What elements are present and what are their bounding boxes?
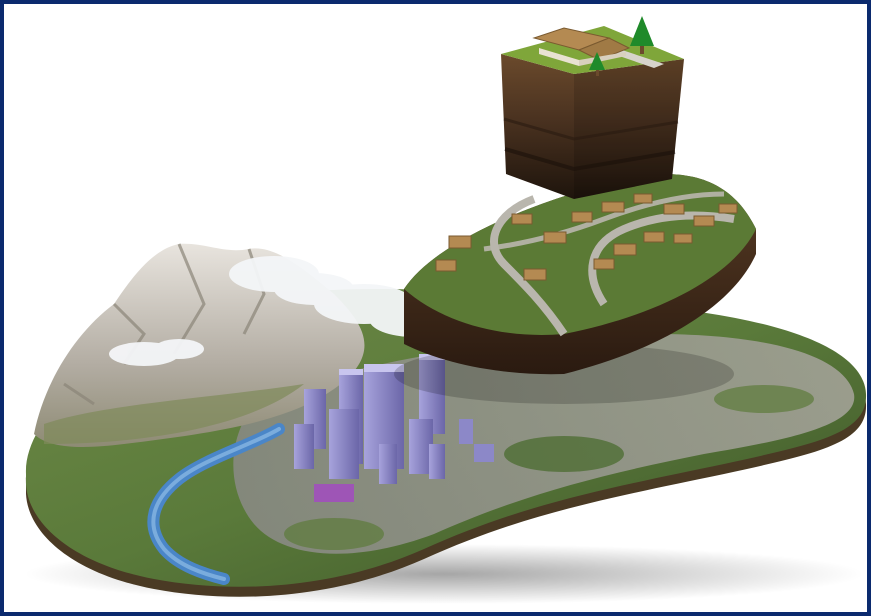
city-skyscrapers	[294, 354, 494, 502]
road	[483, 191, 725, 252]
park-area	[284, 518, 384, 550]
foothills	[44, 384, 304, 444]
river-highlight	[151, 427, 281, 581]
park-area	[504, 436, 624, 472]
tree-icon	[630, 16, 654, 54]
road	[490, 195, 568, 337]
soil-layer-line	[503, 117, 679, 141]
soil-layer-line	[504, 147, 676, 172]
mountain-ridges	[63, 243, 266, 406]
tree-icon	[589, 52, 605, 76]
houses	[435, 193, 738, 281]
park-area	[714, 385, 814, 413]
soil-cube-left-face	[501, 54, 574, 199]
house-on-cube	[532, 27, 631, 66]
layered-geography-illustration	[24, 16, 867, 604]
